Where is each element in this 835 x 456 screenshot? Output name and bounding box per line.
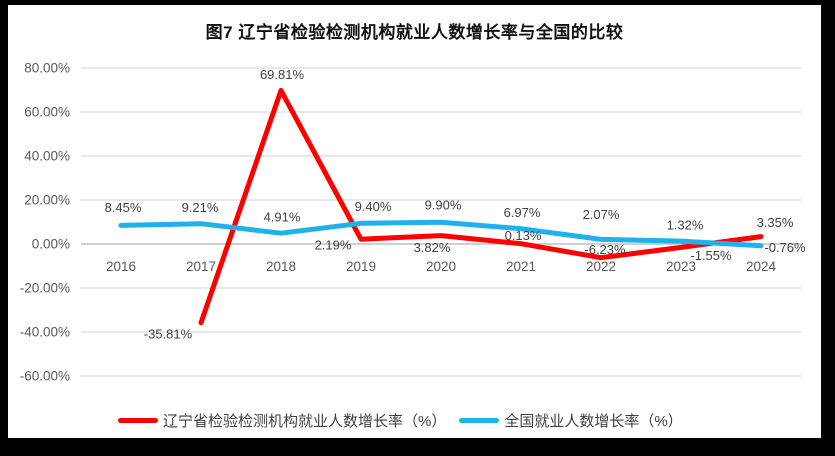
data-label: 3.82% <box>414 240 451 255</box>
legend-item-national: 全国就业人数增长率（%） <box>459 410 683 431</box>
legend-swatch-liaoning-red-line <box>118 418 158 423</box>
legend-swatch-national-blue-line <box>459 418 500 423</box>
x-axis-year-label: 2022 <box>586 259 616 274</box>
y-axis-tick-label: 0.00% <box>32 237 70 252</box>
x-axis-year-label: 2021 <box>506 259 536 274</box>
data-label: 1.32% <box>667 218 704 233</box>
chart-title: 图7 辽宁省检验检测机构就业人数增长率与全国的比较 <box>205 23 624 42</box>
data-label: 3.35% <box>757 215 794 230</box>
line-chart-plot-area: 80.00% 60.00% 40.00% 20.00% 0.00% -20.00% -40.… <box>20 61 806 384</box>
y-axis-tick-label: 20.00% <box>24 193 70 208</box>
liaoning-red-series-line <box>198 87 764 326</box>
data-label: 9.90% <box>425 198 462 213</box>
data-label: -35.81% <box>144 326 193 341</box>
data-label: -1.55% <box>690 248 732 263</box>
y-axis-tick-label: 60.00% <box>24 105 70 120</box>
data-label: -6.23% <box>584 242 626 257</box>
x-axis-year-label: 2024 <box>746 259 777 274</box>
data-label: 9.21% <box>182 200 219 215</box>
legend-label-liaoning: 辽宁省检验检测机构就业人数增长率（%） <box>163 413 447 430</box>
data-label: 2.19% <box>315 238 352 253</box>
legend-label-national: 全国就业人数增长率（%） <box>504 413 683 430</box>
x-axis-year-label: 2020 <box>426 259 456 274</box>
data-label: 69.81% <box>260 67 305 82</box>
y-axis-tick-label: 80.00% <box>24 61 70 76</box>
data-label: 0.13% <box>505 228 542 243</box>
data-label: -0.76% <box>764 240 806 255</box>
y-axis-tick-label: -20.00% <box>20 281 70 296</box>
data-label: 6.97% <box>504 205 541 220</box>
data-label: 8.45% <box>105 200 142 215</box>
x-axis-year-label: 2023 <box>666 259 696 274</box>
x-axis-year-label: 2018 <box>266 259 296 274</box>
x-axis-year-label: 2016 <box>106 259 136 274</box>
chart-panel: 图7 辽宁省检验检测机构就业人数增长率与全国的比较 80.00% 60.00% 40… <box>8 5 821 438</box>
y-axis-tick-label: -40.00% <box>20 325 70 340</box>
x-axis-year-label: 2019 <box>346 259 376 274</box>
x-axis-year-label: 2017 <box>186 259 216 274</box>
legend-item-liaoning: 辽宁省检验检测机构就业人数增长率（%） <box>118 410 446 431</box>
y-axis-tick-label: -60.00% <box>20 369 70 384</box>
chart-legend: 辽宁省检验检测机构就业人数增长率（%） 全国就业人数增长率（%） <box>118 410 683 431</box>
data-label: 4.91% <box>264 210 301 225</box>
y-axis-tick-label: 40.00% <box>24 149 70 164</box>
data-label: 2.07% <box>583 207 620 222</box>
national-blue-series-line <box>118 219 764 249</box>
data-label: 9.40% <box>355 199 392 214</box>
